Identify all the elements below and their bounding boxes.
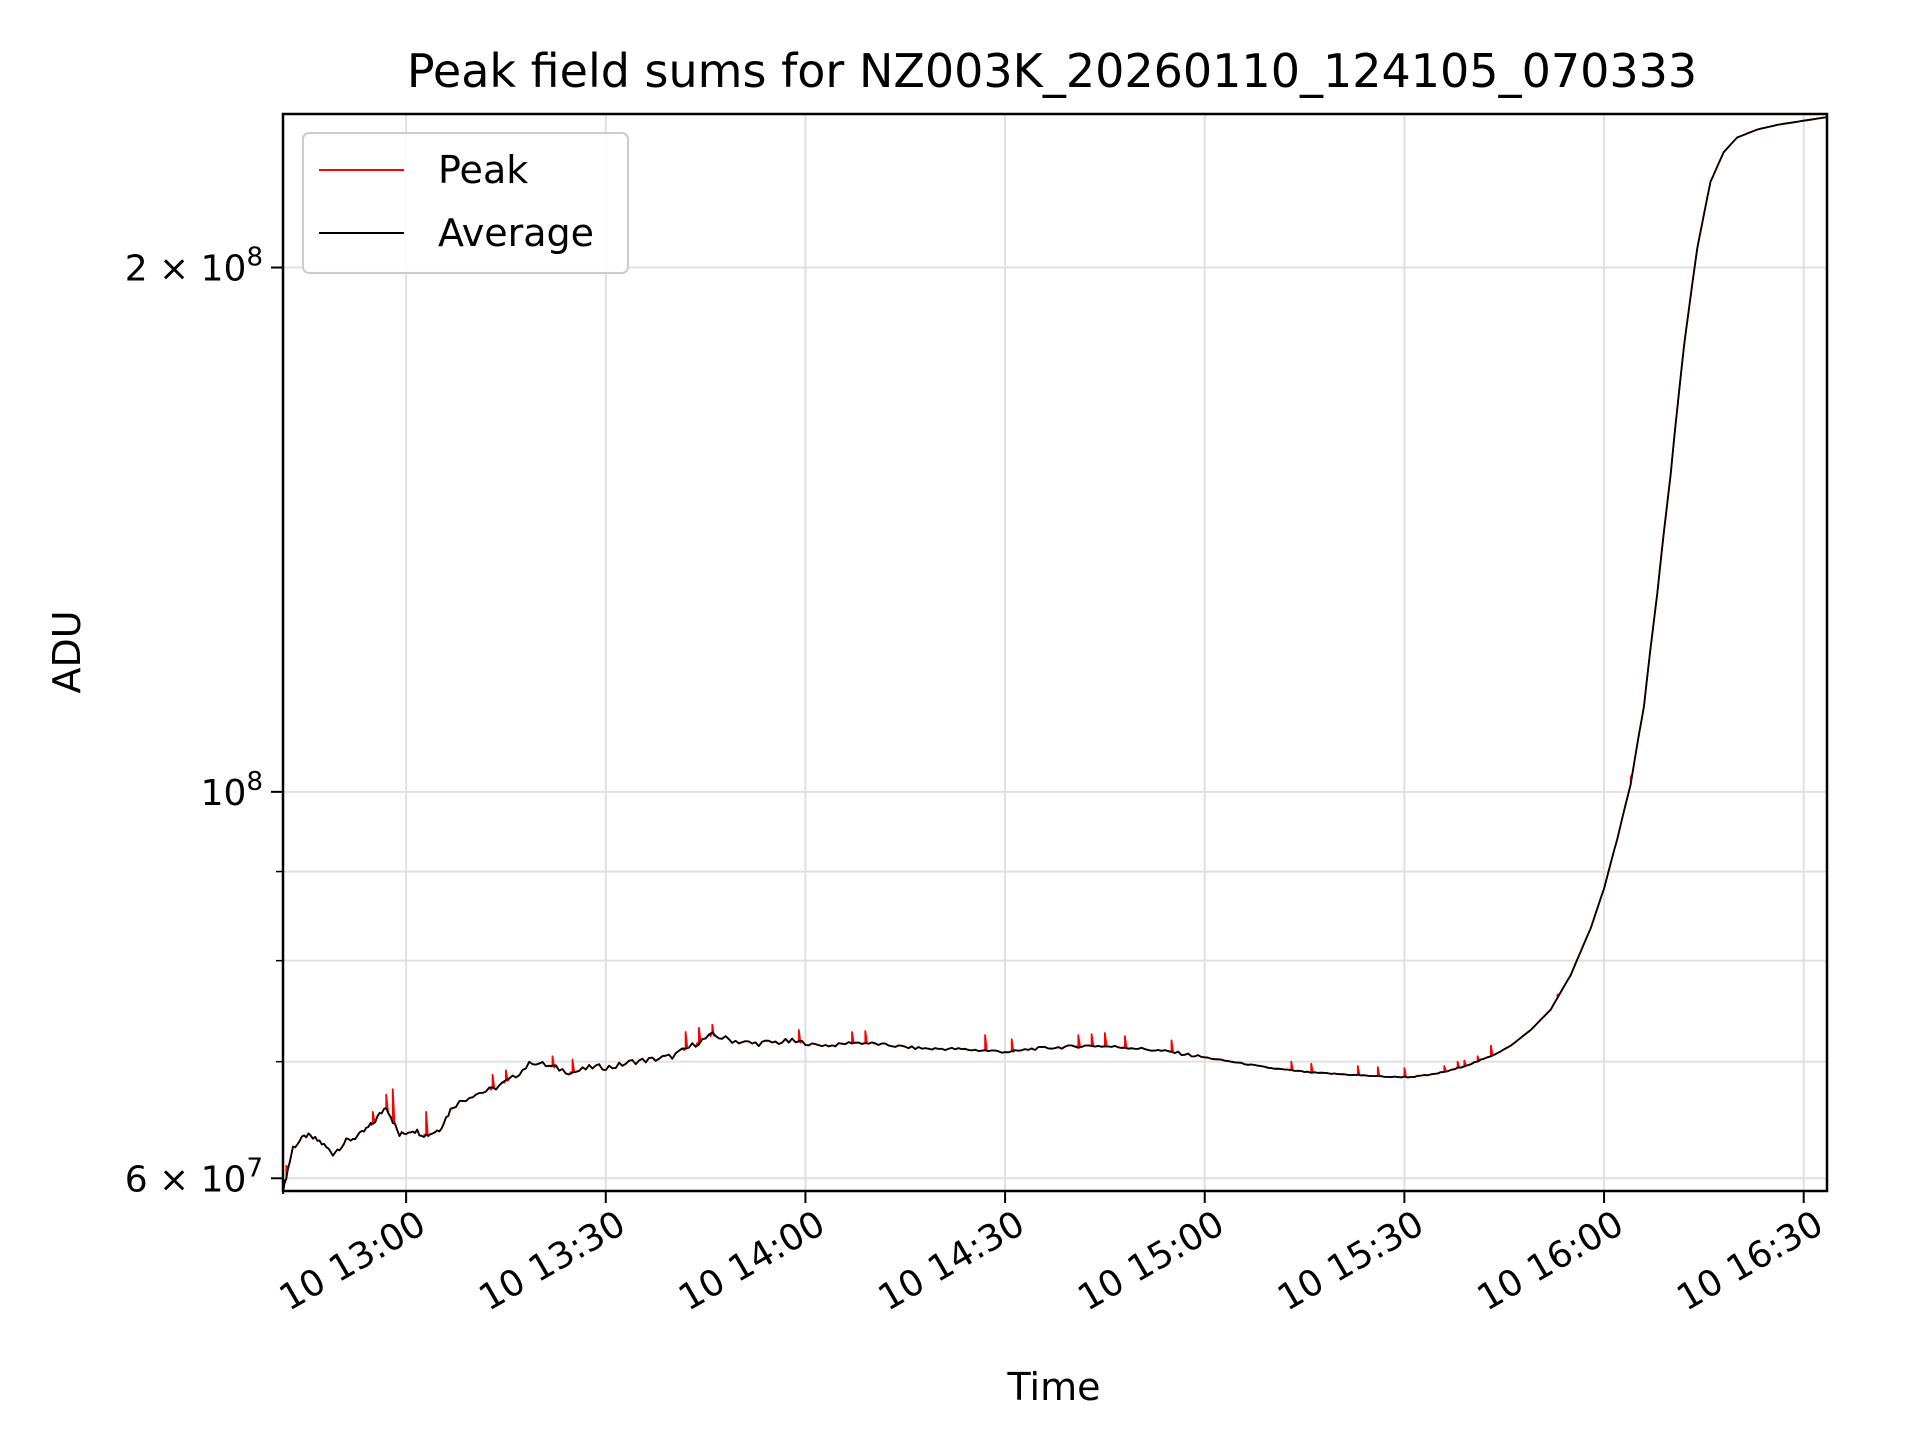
y-tick-label-0: 6 × 107: [125, 1153, 263, 1200]
plot-frame: [281, 112, 1829, 1193]
legend: Peak Average: [302, 132, 629, 274]
y-axis-label: ADU: [45, 610, 89, 693]
x-tick-label-2: 10 14:00: [672, 1203, 832, 1319]
series-line-average: [282, 116, 1828, 1195]
legend-label-average: Average: [438, 211, 594, 255]
x-tick-label-7: 10 16:30: [1670, 1203, 1830, 1319]
y-axis: 6 × 107 108 2 × 108: [125, 243, 283, 1200]
grid: [283, 114, 1827, 1191]
x-tick-label-6: 10 16:00: [1471, 1203, 1631, 1319]
x-axis: 10 13:00 10 13:30 10 14:00 10 14:30 10 15:00…: [273, 1191, 1830, 1319]
series-layer: [282, 116, 1828, 1195]
x-axis-label: Time: [1007, 1365, 1101, 1409]
legend-label-peak: Peak: [438, 148, 528, 192]
x-tick-label-5: 10 15:30: [1271, 1203, 1431, 1319]
x-tick-label-3: 10 14:30: [872, 1203, 1032, 1319]
y-tick-label-1: 108: [201, 767, 263, 814]
x-tick-label-4: 10 15:00: [1071, 1203, 1231, 1319]
x-tick-label-0: 10 13:00: [273, 1203, 433, 1319]
chart-title: Peak field sums for NZ003K_20260110_1241…: [407, 44, 1697, 98]
legend-box: [302, 132, 629, 274]
series-line-peak: [282, 116, 1828, 1195]
y-tick-label-2: 2 × 108: [125, 243, 263, 290]
x-tick-label-1: 10 13:30: [472, 1203, 632, 1319]
